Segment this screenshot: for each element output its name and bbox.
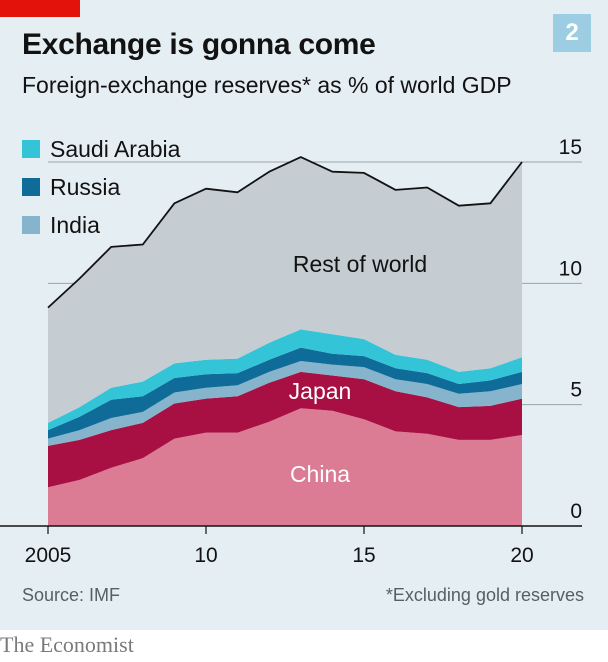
footnote: *Excluding gold reserves <box>385 585 584 605</box>
legend-swatch-india <box>22 216 40 234</box>
area-russia <box>48 347 522 439</box>
y-tick-label: 0 <box>570 500 582 523</box>
legend-label: Saudi Arabia <box>50 136 181 162</box>
area-china <box>48 408 522 526</box>
area-label-rest-of-world: Rest of world <box>293 251 427 277</box>
x-tick-label: 20 <box>510 544 533 567</box>
chart-subtitle: Foreign-exchange reserves* as % of world… <box>22 72 512 98</box>
chart-number-badge: 2 <box>553 14 591 52</box>
legend-label: India <box>50 212 100 238</box>
brand-wordmark: The Economist <box>0 632 134 657</box>
y-tick-label: 10 <box>559 257 582 280</box>
chart-title: Exchange is gonna come <box>22 28 376 61</box>
x-tick-label: 2005 <box>25 544 72 567</box>
legend-swatch-russia <box>22 178 40 196</box>
brand-red-tab <box>0 0 80 17</box>
area-label-china: China <box>290 461 350 487</box>
area-india <box>48 361 522 446</box>
y-tick-label: 5 <box>570 379 582 402</box>
x-tick-label: 15 <box>352 544 375 567</box>
area-label-japan: Japan <box>289 378 352 404</box>
x-tick-label: 10 <box>194 544 217 567</box>
legend-label: Russia <box>50 174 121 200</box>
area-japan <box>48 371 522 488</box>
source-note: Source: IMF <box>22 585 121 605</box>
area-saudi-arabia <box>48 329 522 431</box>
y-tick-label: 15 <box>559 136 582 159</box>
legend-swatch-saudi-arabia <box>22 140 40 158</box>
area-rest-of-world <box>48 157 522 423</box>
total-line <box>47 156 523 309</box>
